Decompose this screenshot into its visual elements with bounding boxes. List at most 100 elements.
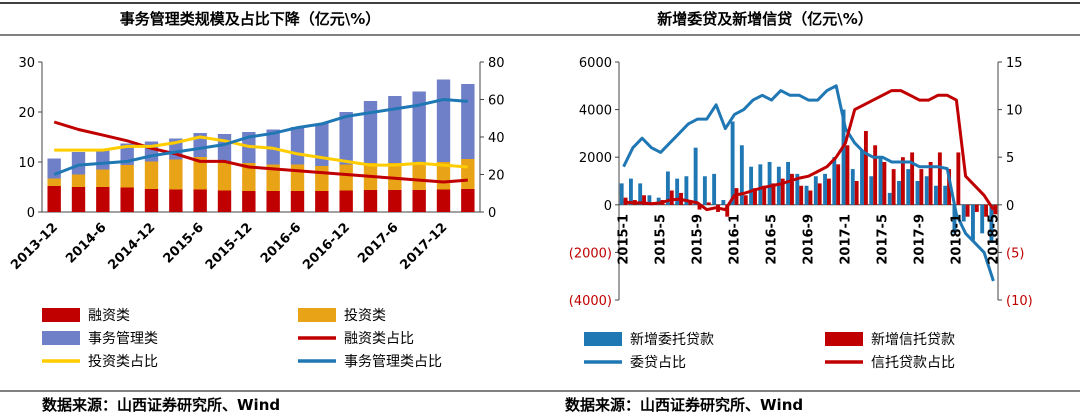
- bar-2-2018-1: [956, 152, 961, 205]
- x-tick-label: 2017-6: [355, 220, 401, 266]
- bar-2-2016-3: [753, 188, 757, 205]
- bar-2-2016-12: [836, 164, 841, 205]
- x-tick-label: 2014-12: [106, 220, 159, 273]
- bar-3-2016-9: [315, 123, 329, 166]
- legend-swatch: [298, 308, 336, 322]
- line-series-2: [54, 135, 468, 169]
- x-tick-label: 2015-12: [203, 220, 256, 273]
- bar-2-2016-9: [808, 190, 813, 205]
- x-tick-label: 2016-9: [802, 214, 817, 265]
- bar-1-2015-9: [217, 190, 232, 212]
- bar-2-2016-11: [826, 178, 831, 205]
- bar-2-2015-6: [669, 190, 674, 205]
- bar-3-2016-12: [339, 112, 353, 165]
- left-tick-label: 10: [18, 156, 35, 171]
- bar-1-2016-8: [795, 173, 800, 205]
- bar-2-2017-10: [928, 161, 933, 205]
- bar-1-2018-5: [989, 204, 994, 243]
- bar-3-2014-3: [71, 152, 86, 175]
- right-tick-label: 80: [488, 56, 505, 71]
- bar-3-2017-12: [436, 79, 451, 162]
- bar-2-2014-12: [144, 161, 159, 189]
- bar-2-2017-9: [919, 169, 924, 205]
- legend-item: 投资类占比: [88, 354, 158, 370]
- bar-1-2015-10: [702, 176, 707, 205]
- bar-2-2018-5: [993, 204, 998, 215]
- bar-1-2014-9: [120, 187, 134, 212]
- bar-2-2017-9: [412, 162, 426, 190]
- bar-2-2017-6: [388, 163, 402, 190]
- bar-2-2018-3: [974, 204, 979, 212]
- bar-1-2017-4: [869, 176, 874, 205]
- x-tick-label: 2015-1: [617, 214, 632, 265]
- bar-2-2016-6: [290, 164, 305, 191]
- right-tick-label: 5: [1006, 151, 1014, 166]
- bar-1-2017-3: [363, 190, 378, 212]
- bar-1-2014-3: [71, 187, 86, 212]
- left-tick-label: (2000): [569, 246, 612, 261]
- bar-1-2017-3: [860, 150, 864, 205]
- bar-1-2016-5: [767, 161, 772, 205]
- bar-1-2016-3: [749, 166, 754, 205]
- bar-2-2015-9: [697, 204, 702, 210]
- bar-1-2016-11: [823, 173, 827, 205]
- bar-2-2016-2: [743, 195, 748, 205]
- bar-2-2017-6: [891, 169, 896, 205]
- line-series-2: [623, 89, 995, 212]
- bar-1-2015-7: [675, 178, 680, 205]
- bar-2-2016-12: [339, 164, 353, 191]
- bar-3-2014-6: [96, 149, 110, 170]
- x-tick-label: 2018-5: [986, 214, 1001, 265]
- bar-2-2013-12: [47, 178, 61, 186]
- bar-1-2015-8: [684, 176, 689, 205]
- x-tick-label: 2017-5: [875, 214, 890, 265]
- bar-1-2017-6: [887, 192, 892, 205]
- bar-1-2017-9: [915, 181, 920, 205]
- bar-2-2017-1: [845, 145, 850, 205]
- bar-1-2017-2: [850, 169, 855, 205]
- bar-1-2017-5: [878, 157, 883, 205]
- legend-item: 新增委托贷款: [630, 332, 714, 348]
- bar-2-2015-10: [706, 202, 711, 205]
- bar-1-2016-3: [266, 191, 280, 212]
- bar-1-2016-2: [739, 145, 744, 205]
- x-tick-label: 2015-9: [691, 214, 706, 265]
- legend-item: 新增信托贷款: [871, 332, 955, 348]
- bar-3-2013-12: [47, 158, 61, 179]
- bar-1-2018-2: [961, 204, 966, 222]
- bar-2-2016-8: [799, 185, 804, 205]
- bar-2-2017-5: [882, 161, 887, 205]
- bar-2-2018-4: [984, 204, 989, 217]
- x-tick-label: 2015-5: [654, 214, 669, 265]
- left-tick-label: 6000: [579, 56, 612, 71]
- bar-1-2013-12: [47, 186, 61, 212]
- source-note-right: 数据来源：山西证券研究所、Wind: [565, 396, 803, 414]
- bar-2-2017-4: [873, 145, 878, 205]
- bar-2-2014-6: [96, 169, 110, 187]
- bar-2-2016-10: [817, 183, 822, 205]
- bar-2-2015-12: [242, 163, 256, 191]
- bar-1-2018-3: [971, 204, 975, 241]
- bar-1-2015-12: [242, 191, 256, 212]
- bar-1-2016-12: [339, 190, 353, 212]
- left-tick-label: (4000): [569, 294, 612, 309]
- bar-2-2017-11: [937, 152, 942, 205]
- bar-1-2014-6: [96, 187, 110, 212]
- bar-2-2015-12: [725, 204, 730, 217]
- bar-1-2017-1: [841, 109, 846, 205]
- x-tick-label: 2015-6: [161, 220, 207, 266]
- x-tick-label: 2016-1: [728, 214, 743, 265]
- left-tick-label: 20: [18, 106, 35, 121]
- right-tick-label: (10): [1006, 294, 1033, 309]
- bar-3-2017-6: [388, 96, 402, 163]
- bar-2-2016-1: [734, 188, 739, 205]
- x-tick-label: 2017-9: [912, 214, 927, 265]
- bar-1-2016-7: [786, 161, 791, 205]
- bar-1-2014-12: [144, 189, 159, 212]
- bar-1-2018-1: [952, 204, 957, 234]
- bar-1-2015-6: [665, 171, 670, 205]
- chart-title: 事务管理类规模及占比下降（亿元\%）: [120, 10, 381, 28]
- bar-1-2016-10: [813, 176, 818, 205]
- bar-1-2018-3: [461, 189, 475, 212]
